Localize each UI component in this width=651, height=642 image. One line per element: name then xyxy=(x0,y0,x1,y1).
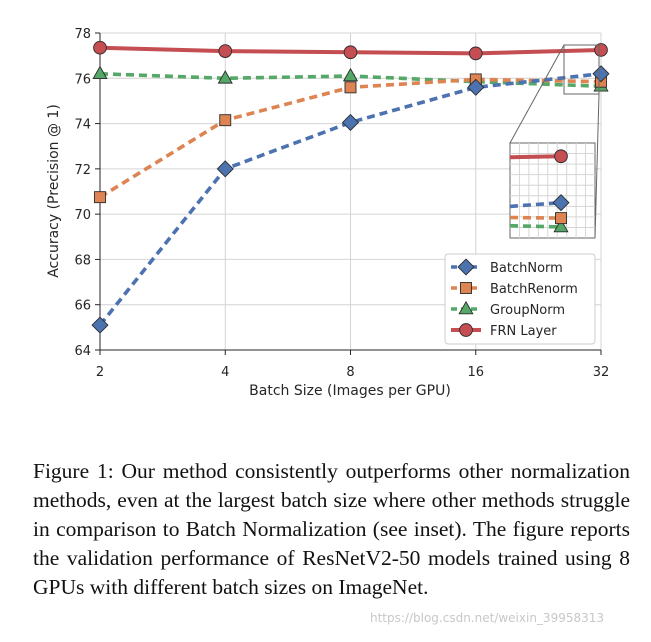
data-point xyxy=(342,67,359,82)
inset-plot xyxy=(509,142,596,239)
y-axis-label: Accuracy (Precision @ 1) xyxy=(46,104,62,278)
y-tick-label: 76 xyxy=(74,72,91,87)
series-line xyxy=(98,71,602,327)
data-point xyxy=(219,114,232,127)
legend-frame xyxy=(444,253,596,345)
inset-data-point xyxy=(554,149,568,164)
legend-label: BatchNorm xyxy=(490,261,563,276)
data-point xyxy=(93,40,107,55)
series-group xyxy=(91,40,610,334)
legend-label: GroupNorm xyxy=(490,303,565,318)
zoom-connector xyxy=(509,44,565,144)
data-point xyxy=(467,78,485,96)
legend-label: FRN Layer xyxy=(490,324,557,339)
watermark: https://blog.csdn.net/weixin_39958313 xyxy=(370,611,605,625)
line-chart: 64 66 68 70 72 74 76 78 2 4 8 16 32 BatchNorm BatchRe… xyxy=(46,27,610,399)
x-tick-label: 32 xyxy=(593,365,610,380)
inset-data-point xyxy=(553,218,569,233)
legend-item: GroupNorm xyxy=(451,300,565,318)
inset-series-line xyxy=(510,215,562,220)
data-point xyxy=(91,316,109,334)
y-tick-label: 64 xyxy=(74,344,91,359)
legend-item: FRN Layer xyxy=(451,323,557,339)
inset-series-line xyxy=(510,154,562,160)
inset-series xyxy=(510,149,570,233)
data-point xyxy=(218,44,233,58)
x-tick-label: 2 xyxy=(96,365,104,380)
x-tick-label: 8 xyxy=(346,365,354,380)
data-point xyxy=(592,65,610,83)
zoom-connector xyxy=(594,93,600,239)
legend-marker xyxy=(460,282,472,294)
legend-item: BatchRenorm xyxy=(451,282,578,297)
legend-item: BatchNorm xyxy=(451,258,563,276)
inset-data-point xyxy=(555,212,567,225)
data-point xyxy=(341,113,360,131)
legend-marker xyxy=(459,323,473,337)
x-axis-label: Batch Size (Images per GPU) xyxy=(249,383,451,399)
series-frn-layer xyxy=(93,40,608,61)
y-tick-label: 68 xyxy=(74,253,91,268)
data-point xyxy=(92,65,108,80)
inset-series-line xyxy=(510,223,562,229)
legend: BatchNorm BatchRenorm GroupNorm FRN Layer xyxy=(444,253,596,345)
y-tick-label: 70 xyxy=(74,208,91,223)
legend-label: BatchRenorm xyxy=(490,282,578,297)
y-tick-label: 74 xyxy=(74,118,91,133)
inset-data-point xyxy=(552,194,570,212)
data-point xyxy=(468,46,483,61)
x-tick-label: 16 xyxy=(467,365,484,380)
data-point xyxy=(594,43,608,57)
data-point xyxy=(94,191,106,204)
data-point xyxy=(217,70,233,84)
x-tick-label: 4 xyxy=(221,365,229,380)
figure-caption: Figure 1: Our method consistently outper… xyxy=(33,459,630,599)
legend-marker xyxy=(457,258,475,276)
series-batchnorm xyxy=(91,65,610,334)
y-tick-label: 78 xyxy=(74,27,91,42)
legend-marker xyxy=(458,300,474,315)
inset-series-line xyxy=(510,200,562,209)
zoom-region xyxy=(563,44,600,95)
data-point xyxy=(344,81,357,94)
y-tick-label: 72 xyxy=(74,163,91,178)
y-tick-label: 66 xyxy=(74,299,91,314)
data-point xyxy=(216,160,234,178)
data-point xyxy=(343,45,358,60)
ticks: 64 66 68 70 72 74 76 78 2 4 8 16 32 xyxy=(74,27,609,380)
